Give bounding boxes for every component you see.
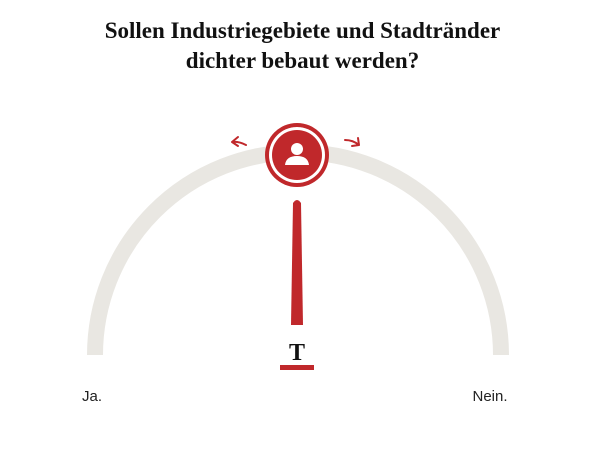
title-line: dichter bebaut werden?	[185, 48, 420, 73]
person-head	[291, 143, 303, 155]
title-line: Sollen Industriegebiete und Stadtränder	[104, 18, 501, 43]
arrow-left	[231, 136, 247, 147]
title: Sollen Industriegebiete und Stadtränder …	[0, 16, 605, 76]
arrow-right	[344, 137, 360, 147]
logo: T	[289, 340, 305, 366]
person-body	[285, 156, 309, 165]
logo-bar	[280, 365, 314, 370]
needle	[291, 200, 303, 325]
left-label: Ja.	[82, 388, 102, 405]
right-label: Nein.	[472, 388, 507, 405]
drag-handle[interactable]	[265, 123, 329, 187]
